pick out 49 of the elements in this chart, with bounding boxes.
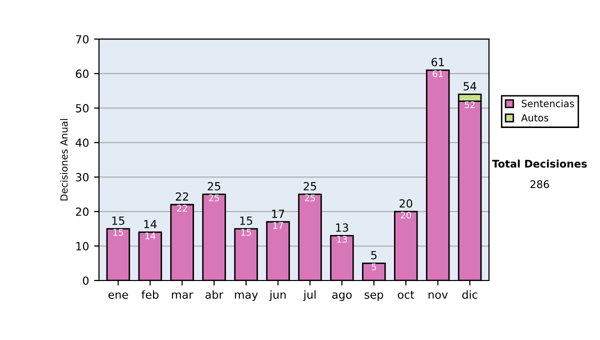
x-tick-label: jul [303, 290, 316, 301]
x-tick-label: may [234, 292, 258, 301]
y-tick-label: 60 [76, 70, 89, 78]
x-tick-label: feb [142, 290, 158, 299]
data-label: 22 [177, 204, 187, 212]
y-tick-label: 70 [76, 35, 89, 44]
x-tick-label: oct [398, 290, 414, 299]
data-label: 14 [145, 232, 156, 240]
x-tick-label: ago [332, 292, 352, 301]
total-label: 54 [464, 82, 476, 90]
data-label: 13 [337, 236, 347, 243]
x-tick-label: abr [206, 290, 224, 299]
total-label: 20 [400, 199, 412, 208]
legend-label: Autos [521, 114, 548, 122]
y-tick-label: 10 [76, 242, 89, 250]
text: 286 [530, 180, 549, 188]
y-axis-title: Decisiones Anual [60, 119, 68, 200]
data-label: 17 [273, 222, 283, 229]
y-tick-label: 50 [76, 104, 89, 112]
data-label: 15 [241, 229, 252, 236]
data-label: 20 [400, 212, 412, 219]
total-label: 5 [371, 251, 376, 260]
data-label: 52 [464, 101, 475, 108]
x-tick-label: dic [462, 290, 478, 299]
total-label: 22 [176, 192, 188, 201]
x-tick-label: jun [269, 290, 286, 301]
total-label: 15 [112, 216, 124, 225]
text: Total Decisiones [492, 160, 587, 168]
total-label: 15 [240, 216, 252, 225]
data-label: 61 [432, 70, 443, 78]
data-label: 15 [113, 229, 124, 236]
x-tick-label: mar [172, 292, 194, 299]
y-tick-label: 40 [76, 138, 89, 147]
data-label: 5 [372, 264, 376, 270]
y-tick-label: 0 [82, 276, 89, 285]
total-label: 61 [432, 58, 444, 66]
data-label: 25 [209, 194, 220, 202]
total-label: 17 [272, 210, 284, 218]
data-label: 25 [304, 194, 315, 202]
total-label: 14 [144, 220, 157, 228]
x-tick-label: ene [108, 292, 128, 299]
x-tick-label: sep [364, 292, 384, 301]
total-label: 25 [208, 182, 220, 190]
total-label: 13 [336, 223, 348, 232]
y-tick-label: 20 [76, 208, 89, 216]
total-label: 25 [304, 182, 316, 190]
x-tick-label: nov [428, 292, 448, 299]
legend-label: Sentencias [522, 100, 574, 108]
y-tick-label: 30 [76, 173, 89, 182]
